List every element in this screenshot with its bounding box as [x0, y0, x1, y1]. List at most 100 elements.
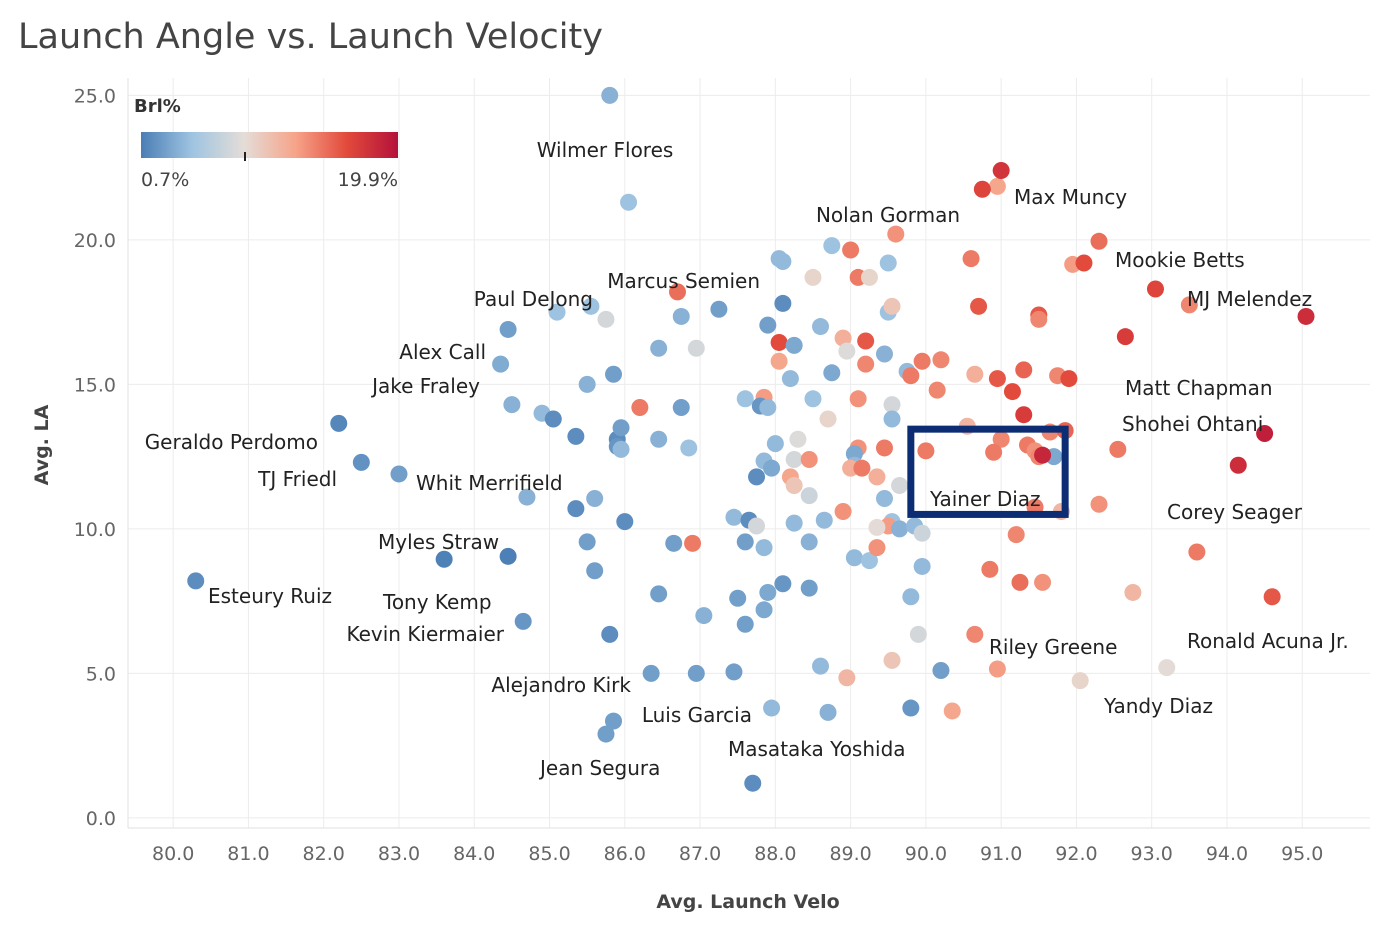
y-tick-label: 25.0: [74, 85, 116, 107]
y-tick-label: 20.0: [74, 230, 116, 252]
data-point: [616, 513, 634, 531]
data-point: [785, 477, 803, 495]
y-tick-label: 0.0: [86, 808, 116, 830]
data-point: [804, 390, 822, 408]
data-point: [755, 539, 773, 557]
labeled-data-point: [1034, 446, 1052, 464]
player-label: Nolan Gorman: [816, 203, 960, 227]
data-point: [1090, 495, 1108, 513]
data-point: [601, 625, 619, 643]
labeled-data-point: [1090, 232, 1108, 250]
x-tick-label: 86.0: [604, 843, 646, 865]
labeled-data-point: [435, 550, 453, 568]
data-point: [985, 443, 1003, 461]
data-point: [883, 297, 901, 315]
data-point: [729, 589, 747, 607]
data-point: [812, 657, 830, 675]
data-point: [736, 533, 754, 551]
data-point: [857, 332, 875, 350]
data-point: [845, 549, 863, 567]
labeled-data-point: [1263, 588, 1281, 606]
data-point: [804, 268, 822, 286]
data-point: [1003, 383, 1021, 401]
player-label: Esteury Ruiz: [208, 584, 332, 608]
player-label: Myles Straw: [378, 530, 499, 554]
y-axis-title: Avg. LA: [31, 404, 53, 485]
data-point: [586, 562, 604, 580]
labeled-data-point: [966, 625, 984, 643]
data-point: [879, 254, 897, 272]
data-point: [902, 367, 920, 385]
data-point: [748, 517, 766, 535]
data-point: [672, 398, 690, 416]
data-point: [868, 518, 886, 536]
x-tick-label: 85.0: [528, 843, 570, 865]
data-point: [823, 237, 841, 255]
data-point: [883, 651, 901, 669]
data-point: [891, 477, 909, 495]
labeled-data-point: [499, 547, 517, 565]
data-point: [1188, 543, 1206, 561]
player-label: Marcus Semien: [607, 269, 760, 293]
chart-title: Launch Angle vs. Launch Velocity: [18, 17, 603, 57]
player-label: Wilmer Flores: [537, 138, 674, 162]
data-point: [849, 390, 867, 408]
data-point: [943, 702, 961, 720]
data-point: [1297, 307, 1315, 325]
x-tick-label: 83.0: [378, 843, 420, 865]
data-point: [883, 396, 901, 414]
data-point: [687, 339, 705, 357]
player-label: Alejandro Kirk: [491, 673, 631, 697]
player-label: Corey Seager: [1167, 500, 1303, 524]
player-label: Alex Call: [399, 340, 486, 364]
data-point: [759, 583, 777, 601]
player-label: Jean Segura: [538, 756, 660, 780]
data-point: [860, 268, 878, 286]
data-point: [868, 468, 886, 486]
data-point: [774, 575, 792, 593]
labeled-data-point: [597, 725, 615, 743]
data-point: [544, 410, 562, 428]
data-point: [548, 303, 566, 321]
player-label: Ronald Acuna Jr.: [1187, 629, 1349, 653]
player-label: Geraldo Perdomo: [145, 430, 318, 454]
data-point: [988, 370, 1006, 388]
data-point: [578, 375, 596, 393]
data-point: [834, 329, 852, 347]
data-point: [875, 439, 893, 457]
data-point: [823, 364, 841, 382]
data-point: [875, 490, 893, 508]
data-point: [612, 440, 630, 458]
data-point: [578, 533, 596, 551]
player-label: Masataka Yoshida: [728, 737, 906, 761]
player-labels: Wilmer Flores Max Muncy Nolan Gorman Mookie…: [145, 138, 1349, 780]
y-tick-label: 10.0: [74, 519, 116, 541]
x-tick-label: 91.0: [980, 843, 1022, 865]
data-point: [928, 381, 946, 399]
player-label: Matt Chapman: [1125, 376, 1273, 400]
data-point: [586, 490, 604, 508]
data-point: [902, 699, 920, 717]
data-point: [988, 177, 1006, 195]
data-point: [800, 533, 818, 551]
player-label: Max Muncy: [1014, 185, 1127, 209]
data-point: [970, 297, 988, 315]
data-point: [868, 539, 886, 557]
data-point: [774, 294, 792, 312]
labeled-data-point: [763, 699, 781, 717]
player-label: Tony Kemp: [382, 590, 492, 614]
data-point: [620, 193, 638, 211]
data-point: [785, 514, 803, 532]
data-point: [631, 398, 649, 416]
data-point: [759, 316, 777, 334]
data-point: [518, 488, 536, 506]
data-point: [748, 468, 766, 486]
data-point: [1180, 296, 1198, 314]
labeled-data-point: [1146, 280, 1164, 298]
player-label: Kevin Kiermaier: [346, 622, 504, 646]
x-tick-label: 93.0: [1131, 843, 1173, 865]
x-tick-label: 95.0: [1281, 843, 1323, 865]
color-legend: Brl% 0.7% 19.9%: [134, 96, 398, 191]
data-point: [800, 451, 818, 469]
